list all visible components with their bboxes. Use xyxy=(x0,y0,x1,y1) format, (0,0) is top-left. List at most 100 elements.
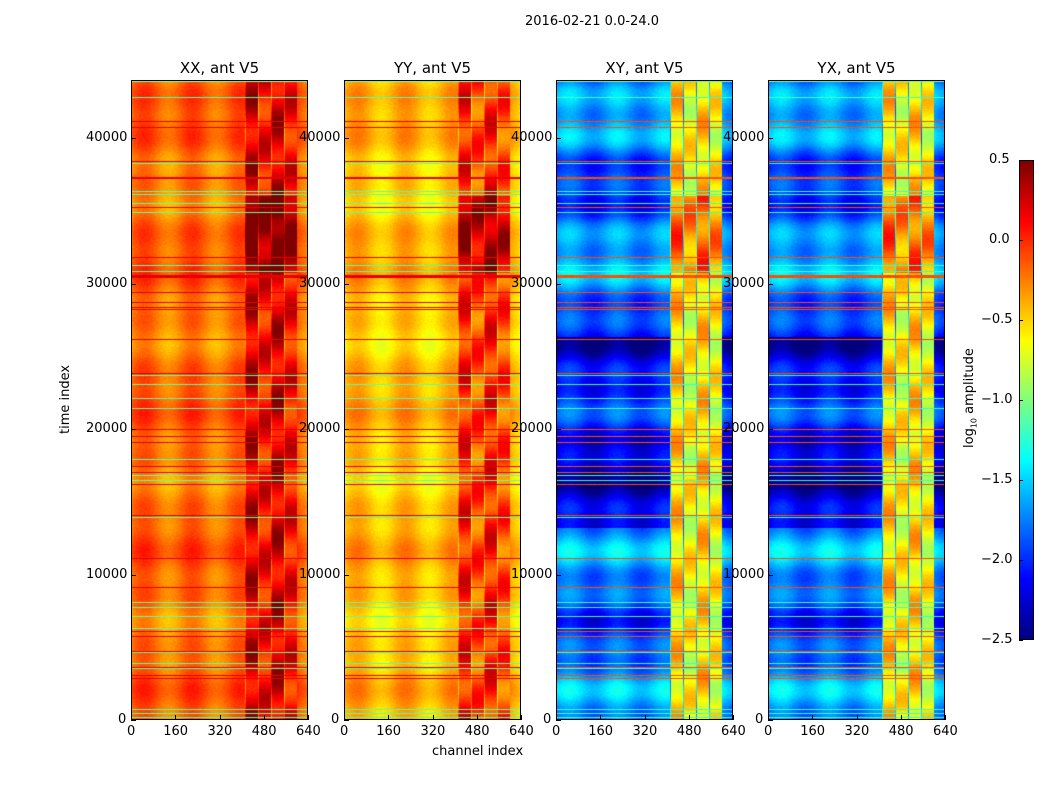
x-tick xyxy=(945,715,946,720)
y-tick xyxy=(768,429,773,431)
x-tick xyxy=(476,715,478,720)
y-tick-label: 10000 xyxy=(723,566,765,582)
y-tick-label: 30000 xyxy=(723,275,765,291)
x-tick-label: 160 xyxy=(376,724,402,739)
x-tick xyxy=(131,715,132,720)
x-tick-label: 0 xyxy=(764,724,773,739)
figure-title: 2016-02-21 0.0-24.0 xyxy=(525,14,659,29)
colorbar-tick xyxy=(1019,400,1023,401)
y-tick xyxy=(768,574,773,576)
heatmap-panel-2 xyxy=(556,80,733,720)
y-tick-label: 40000 xyxy=(511,130,553,146)
heatmap-1 xyxy=(345,81,520,719)
colorbar-tick xyxy=(1019,480,1023,481)
colorbar-tick xyxy=(1019,320,1023,321)
colorbar-tick-label: 0.0 xyxy=(989,232,1010,247)
y-tick xyxy=(556,138,561,140)
x-tick-label: 640 xyxy=(933,724,958,739)
x-tick xyxy=(812,715,814,720)
x-tick-label: 0 xyxy=(127,724,136,739)
colorbar-tick xyxy=(1019,560,1023,561)
y-tick xyxy=(131,429,136,431)
y-tick-label: 20000 xyxy=(299,421,341,437)
y-tick xyxy=(131,574,136,576)
x-tick-label: 640 xyxy=(721,724,746,739)
colorbar-tick xyxy=(1019,160,1023,161)
y-tick-label: 10000 xyxy=(86,566,128,582)
colorbar-tick-label: −1.0 xyxy=(981,392,1013,407)
y-tick xyxy=(768,138,773,140)
y-tick-label: 10000 xyxy=(511,566,553,582)
heatmap-3 xyxy=(769,81,944,719)
colorbar-label-rest: amplitude xyxy=(962,348,977,418)
x-tick-label: 160 xyxy=(163,724,189,739)
x-tick xyxy=(644,715,646,720)
y-tick-label: 40000 xyxy=(86,130,128,146)
colorbar-tick-label: 0.5 xyxy=(989,152,1010,167)
panel-title: YX, ant V5 xyxy=(817,59,896,77)
y-tick-label: 0 xyxy=(543,712,552,727)
x-tick xyxy=(308,715,309,720)
y-tick-label: 0 xyxy=(118,712,127,727)
y-tick xyxy=(131,138,136,140)
heatmap-panel-3 xyxy=(768,80,945,720)
x-tick xyxy=(175,715,177,720)
colorbar-tick xyxy=(1019,640,1023,641)
y-tick-label: 0 xyxy=(331,712,340,727)
colorbar-tick-label: −2.5 xyxy=(981,632,1013,647)
heatmap-panel-1 xyxy=(344,80,521,720)
x-tick xyxy=(521,715,522,720)
x-tick-label: 0 xyxy=(340,724,349,739)
y-tick-label: 10000 xyxy=(299,566,341,582)
y-tick-label: 30000 xyxy=(511,275,553,291)
y-tick xyxy=(344,138,349,140)
x-tick-label: 160 xyxy=(588,724,614,739)
y-tick-label: 40000 xyxy=(299,130,341,146)
x-tick xyxy=(263,715,265,720)
panel-title: YY, ant V5 xyxy=(393,59,471,77)
colorbar-tick-label: −1.5 xyxy=(981,472,1013,487)
x-tick-label: 640 xyxy=(296,724,321,739)
heatmap-panel-0 xyxy=(131,80,308,720)
colorbar-tick-label: −0.5 xyxy=(981,312,1013,327)
y-tick xyxy=(556,429,561,431)
colorbar-gradient xyxy=(1020,161,1033,639)
x-tick xyxy=(600,715,602,720)
heatmap-2 xyxy=(557,81,732,719)
x-tick xyxy=(219,715,221,720)
y-tick xyxy=(344,429,349,431)
panel-title: XY, ant V5 xyxy=(605,59,684,77)
x-tick-label: 320 xyxy=(420,724,446,739)
y-tick-label: 40000 xyxy=(723,130,765,146)
y-tick xyxy=(131,720,136,721)
y-tick-label: 0 xyxy=(755,712,764,727)
y-tick-label: 30000 xyxy=(299,275,341,291)
x-tick-label: 480 xyxy=(888,724,914,739)
x-tick xyxy=(856,715,858,720)
x-tick xyxy=(344,715,345,720)
y-tick-label: 30000 xyxy=(86,275,128,291)
colorbar-label: log10 amplitude xyxy=(962,348,979,448)
y-tick xyxy=(556,283,561,285)
x-tick xyxy=(688,715,690,720)
colorbar-tick xyxy=(1019,240,1023,241)
colorbar-label-sub: 10 xyxy=(969,417,979,429)
y-tick xyxy=(556,574,561,576)
x-tick-label: 480 xyxy=(251,724,277,739)
x-tick xyxy=(768,715,769,720)
colorbar-tick-label: −2.0 xyxy=(981,552,1013,567)
x-tick-label: 0 xyxy=(552,724,561,739)
y-tick xyxy=(131,283,136,285)
x-tick-label: 320 xyxy=(207,724,233,739)
x-tick-label: 640 xyxy=(509,724,534,739)
y-tick-label: 20000 xyxy=(511,421,553,437)
x-tick-label: 480 xyxy=(676,724,702,739)
x-tick xyxy=(733,715,734,720)
x-tick xyxy=(900,715,902,720)
x-tick xyxy=(432,715,434,720)
y-tick xyxy=(556,720,561,721)
y-tick xyxy=(344,283,349,285)
x-tick-label: 320 xyxy=(844,724,870,739)
y-axis-label: time index xyxy=(58,364,73,434)
